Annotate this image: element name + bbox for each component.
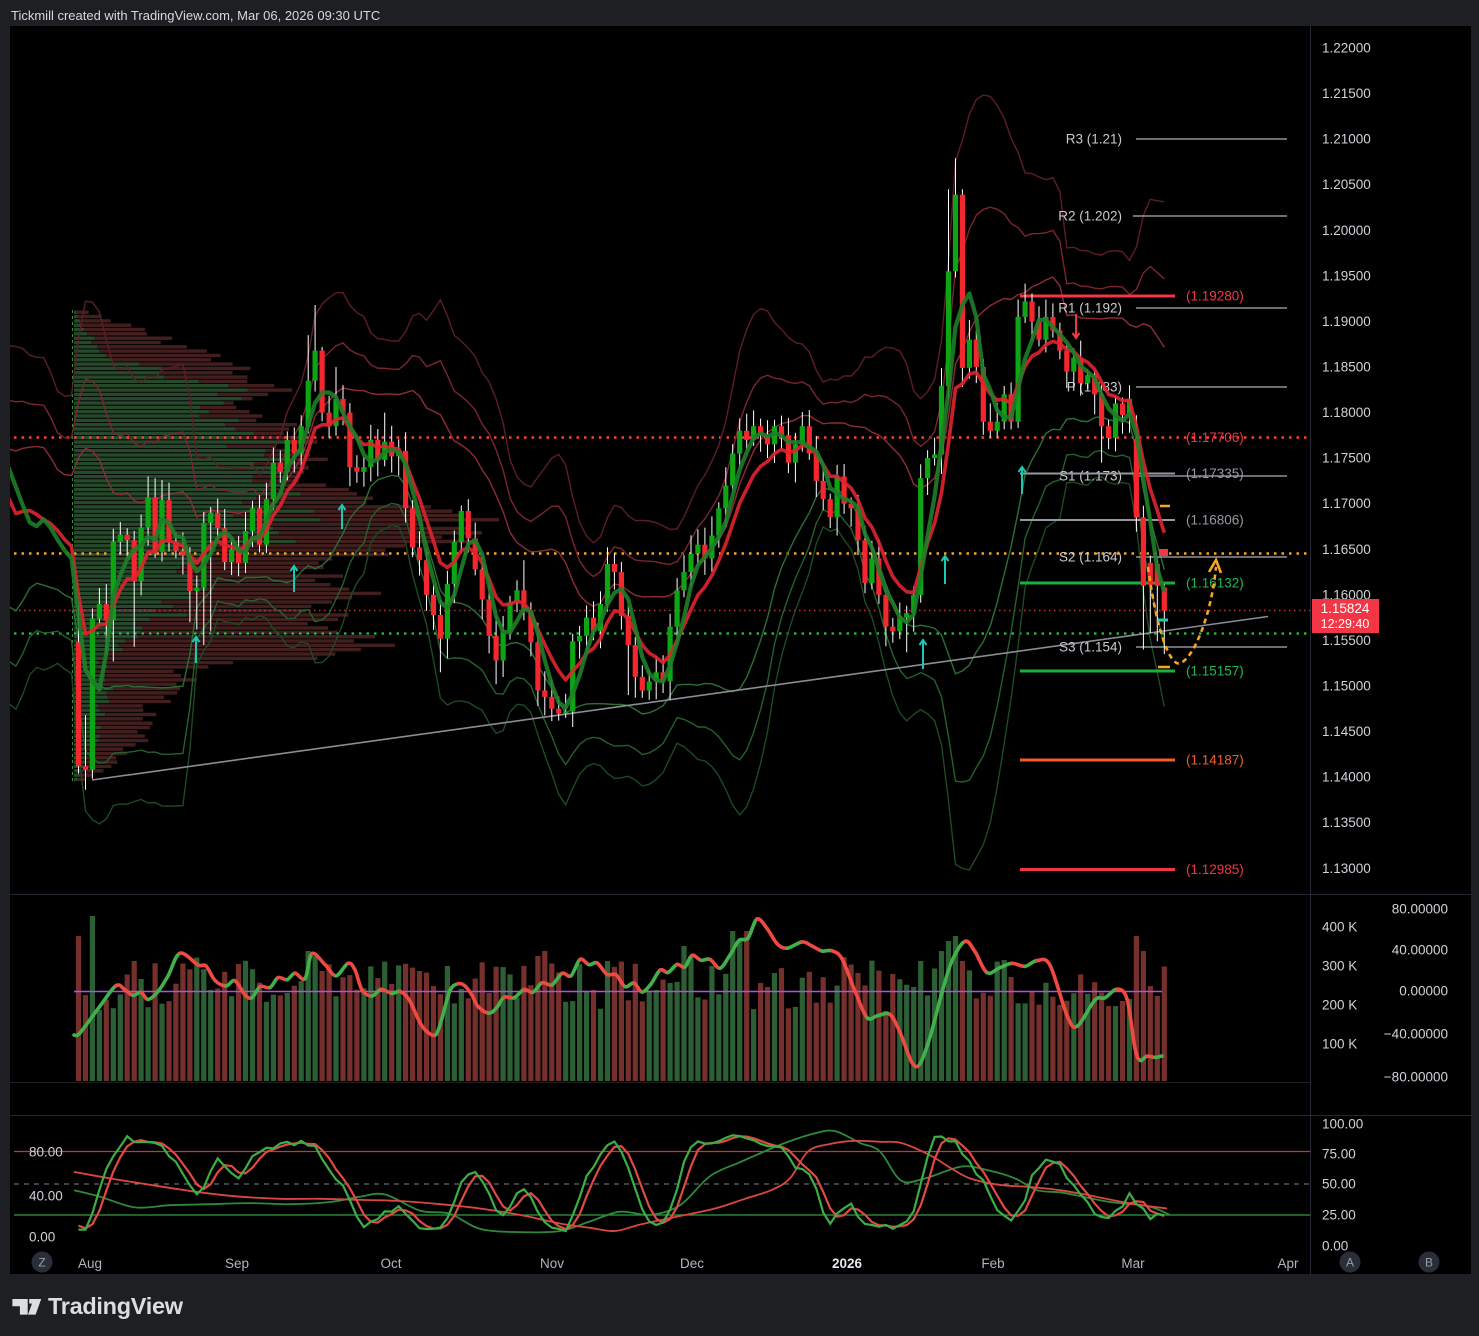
svg-text:1.19000: 1.19000 — [1322, 314, 1371, 329]
svg-text:1.15500: 1.15500 — [1322, 633, 1371, 648]
svg-text:−80.00000: −80.00000 — [1384, 1070, 1448, 1085]
svg-text:Tickmill created with TradingV: Tickmill created with TradingView.com, M… — [11, 8, 380, 23]
svg-text:Z: Z — [38, 1256, 45, 1270]
svg-text:1.20500: 1.20500 — [1322, 177, 1371, 192]
svg-text:R3 (1.21): R3 (1.21) — [1066, 132, 1122, 147]
svg-text:S3 (1.154): S3 (1.154) — [1059, 640, 1122, 655]
svg-text:1.18500: 1.18500 — [1322, 359, 1371, 374]
svg-text:R2 (1.202): R2 (1.202) — [1058, 209, 1122, 224]
svg-text:200 K: 200 K — [1322, 998, 1357, 1013]
svg-text:1.20000: 1.20000 — [1322, 223, 1371, 238]
svg-text:1.21000: 1.21000 — [1322, 132, 1371, 147]
svg-text:1.19500: 1.19500 — [1322, 268, 1371, 283]
svg-text:100.00: 100.00 — [1322, 1117, 1363, 1132]
svg-text:B: B — [1425, 1256, 1433, 1270]
svg-text:1.13500: 1.13500 — [1322, 815, 1371, 830]
svg-text:Feb: Feb — [981, 1256, 1004, 1271]
svg-text:S2 (1.164): S2 (1.164) — [1059, 550, 1122, 565]
svg-text:Apr: Apr — [1277, 1256, 1299, 1271]
svg-text:75.00: 75.00 — [1322, 1147, 1356, 1162]
svg-text:(1.14187): (1.14187) — [1186, 753, 1244, 768]
svg-text:1.14000: 1.14000 — [1322, 770, 1371, 785]
svg-text:S1 (1.173): S1 (1.173) — [1059, 469, 1122, 484]
svg-text:25.00: 25.00 — [1322, 1208, 1356, 1223]
svg-text:(1.12985): (1.12985) — [1186, 862, 1244, 877]
svg-text:Aug: Aug — [78, 1256, 102, 1271]
svg-text:300 K: 300 K — [1322, 959, 1357, 974]
svg-text:Nov: Nov — [540, 1256, 564, 1271]
svg-text:−40.00000: −40.00000 — [1384, 1027, 1448, 1042]
svg-text:12:29:40: 12:29:40 — [1321, 617, 1370, 631]
svg-text:0.00: 0.00 — [1322, 1239, 1348, 1254]
svg-text:1.18000: 1.18000 — [1322, 405, 1371, 420]
svg-text:2026: 2026 — [832, 1256, 863, 1271]
svg-text:400 K: 400 K — [1322, 920, 1357, 935]
svg-text:(1.17706): (1.17706) — [1186, 430, 1244, 445]
svg-text:80.00000: 80.00000 — [1392, 902, 1448, 917]
svg-text:R1 (1.192): R1 (1.192) — [1058, 301, 1122, 316]
svg-text:80.00: 80.00 — [29, 1145, 63, 1160]
svg-text:TradingView: TradingView — [48, 1293, 184, 1319]
svg-text:1.15824: 1.15824 — [1321, 601, 1370, 616]
svg-text:1.16000: 1.16000 — [1322, 587, 1371, 602]
svg-text:100 K: 100 K — [1322, 1037, 1357, 1052]
svg-text:50.00: 50.00 — [1322, 1177, 1356, 1192]
svg-text:(1.15157): (1.15157) — [1186, 664, 1244, 679]
svg-text:1.16500: 1.16500 — [1322, 542, 1371, 557]
svg-text:40.00: 40.00 — [29, 1189, 63, 1204]
svg-text:1.17000: 1.17000 — [1322, 496, 1371, 511]
svg-text:1.15000: 1.15000 — [1322, 678, 1371, 693]
svg-text:1.13000: 1.13000 — [1322, 861, 1371, 876]
svg-text:Sep: Sep — [225, 1256, 249, 1271]
svg-text:0.00000: 0.00000 — [1399, 984, 1448, 999]
svg-text:1.22000: 1.22000 — [1322, 41, 1371, 56]
svg-text:Dec: Dec — [680, 1256, 704, 1271]
svg-text:Oct: Oct — [380, 1256, 401, 1271]
svg-text:40.00000: 40.00000 — [1392, 943, 1448, 958]
svg-text:1.21500: 1.21500 — [1322, 86, 1371, 101]
svg-text:(1.19280): (1.19280) — [1186, 289, 1244, 304]
svg-text:(1.16132): (1.16132) — [1186, 576, 1244, 591]
svg-text:1.14500: 1.14500 — [1322, 724, 1371, 739]
svg-text:(1.17335): (1.17335) — [1186, 466, 1244, 481]
svg-text:0.00: 0.00 — [29, 1230, 55, 1245]
svg-text:Mar: Mar — [1121, 1256, 1145, 1271]
svg-text:(1.16806): (1.16806) — [1186, 513, 1244, 528]
svg-text:1.17500: 1.17500 — [1322, 451, 1371, 466]
svg-text:A: A — [1346, 1256, 1354, 1270]
